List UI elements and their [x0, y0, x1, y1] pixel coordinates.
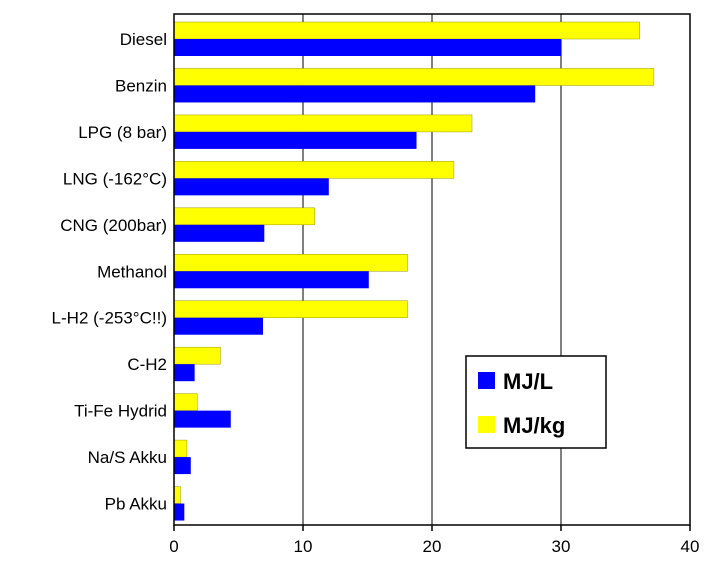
bar-mjkg-7 — [173, 346, 221, 365]
x-tick-label: 40 — [681, 537, 700, 556]
bar-mjkg-3 — [173, 161, 455, 179]
bar-mjkg-9 — [173, 439, 188, 458]
legend-swatch — [478, 416, 495, 433]
x-tick-label: 10 — [294, 537, 313, 556]
category-label: Pb Akku — [105, 495, 167, 514]
bar-mjl-9 — [174, 457, 191, 475]
category-labels: Diesel Benzin LPG (8 bar) LNG (-162°C) CNG (… — [52, 30, 167, 514]
category-label: Benzin — [115, 76, 167, 95]
legend-label: MJ/L — [503, 369, 553, 394]
x-tick-label: 0 — [169, 537, 178, 556]
category-label: Diesel — [120, 30, 167, 49]
x-tick-label: 30 — [552, 537, 571, 556]
x-tick-label: 20 — [423, 537, 442, 556]
legend-swatch — [478, 372, 495, 389]
bar-mjl-7 — [174, 364, 195, 382]
category-label: Ti-Fe Hydrid — [74, 402, 167, 421]
category-label: Methanol — [97, 262, 167, 281]
legend: MJ/L MJ/kg — [465, 355, 607, 449]
bar-mjl-4 — [174, 224, 265, 242]
bar-mjl-1 — [174, 85, 536, 103]
bars — [173, 21, 655, 521]
bar-mjkg-6 — [173, 300, 408, 318]
category-label: L-H2 (-253°C!!) — [52, 309, 167, 328]
x-axis-ticks: 0 10 20 30 40 — [169, 525, 699, 556]
category-label: LNG (-162°C) — [63, 169, 167, 188]
bar-mjkg-8 — [173, 393, 198, 411]
bar-mjkg-5 — [173, 254, 408, 272]
bar-mjkg-10 — [173, 486, 181, 504]
bar-mjl-2 — [174, 131, 417, 149]
bar-mjkg-4 — [173, 207, 315, 226]
bar-mjl-3 — [174, 178, 329, 196]
bar-mjl-6 — [174, 317, 264, 335]
bar-mjl-0 — [174, 39, 561, 56]
legend-label: MJ/kg — [503, 413, 565, 438]
bar-mjl-10 — [174, 503, 185, 521]
category-label: CNG (200bar) — [60, 216, 167, 235]
bar-mjkg-1 — [173, 68, 655, 86]
bar-mjkg-2 — [173, 114, 473, 133]
category-label: LPG (8 bar) — [78, 123, 167, 142]
bar-mjl-5 — [174, 271, 369, 289]
bar-mjkg-0 — [173, 21, 640, 40]
bar-mjl-8 — [174, 410, 231, 428]
category-label: C-H2 — [127, 355, 167, 374]
category-label: Na/S Akku — [88, 448, 167, 467]
